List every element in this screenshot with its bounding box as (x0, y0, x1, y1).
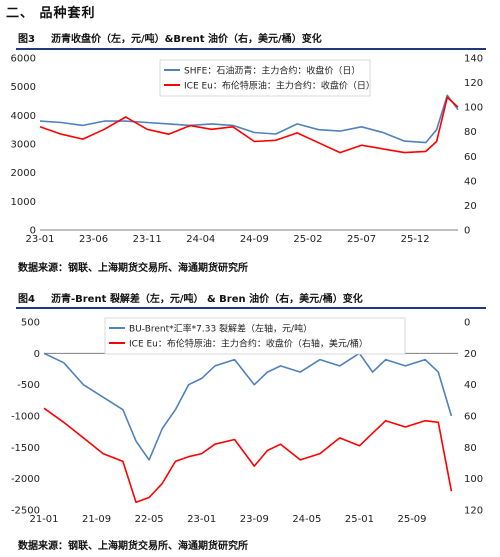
x-tick-label: 23-01 (25, 234, 54, 245)
y-left-tick-label: -2500 (11, 506, 40, 517)
y-right-tick-label: 60 (464, 152, 477, 163)
y-right-tick-label: 80 (464, 443, 477, 454)
x-tick-label: 23-06 (79, 234, 108, 245)
y-left-tick-label: 5000 (11, 82, 36, 93)
y-right-tick-label: 20 (464, 201, 477, 212)
x-tick-label: 25-07 (347, 234, 376, 245)
y-right-tick-label: 80 (464, 127, 477, 138)
y-left-tick-label: 500 (21, 318, 40, 329)
legend-box (104, 317, 406, 355)
y-left-tick-label: 3000 (11, 140, 36, 151)
x-tick-label: 24-04 (186, 234, 215, 245)
section-title: 二、 品种套利 (6, 6, 96, 21)
y-right-tick-label: 0 (464, 318, 470, 329)
x-tick-label: 21-01 (29, 514, 58, 525)
y-right-tick-label: 120 (464, 506, 483, 517)
figure-4-rule (16, 307, 486, 309)
y-right-tick-label: 140 (464, 54, 483, 65)
y-left-tick-label: 0 (34, 349, 40, 360)
figure-3-rule (16, 48, 486, 50)
y-right-tick-label: 0 (464, 226, 470, 237)
figure-3-title: 图3 沥青收盘价（左，元/吨）&Brent 油价（右，美元/桶）变化 (18, 30, 322, 45)
y-right-tick-label: 40 (464, 380, 477, 391)
series-line-secondary (43, 407, 453, 503)
x-tick-label: 25-12 (401, 234, 430, 245)
series-line-primary (43, 352, 453, 461)
x-tick-label: 23-09 (240, 514, 269, 525)
y-left-tick-label: -500 (17, 380, 40, 391)
x-tick-label: 25-09 (397, 514, 426, 525)
y-left-tick-label: 6000 (11, 54, 36, 65)
x-tick-label: 21-09 (82, 514, 111, 525)
y-right-tick-label: 100 (464, 474, 483, 485)
y-right-tick-label: 120 (464, 78, 483, 89)
x-tick-label: 25-02 (293, 234, 322, 245)
figure-3-number: 图3 (18, 34, 35, 45)
legend-label: ICE Eu：布伦特原油：主力合约：收盘价（日） (184, 80, 375, 92)
figure-3-chart: 0 1000 2000 3000 4000 5000 6000 0 20 40 60 80 100 120… (11, 54, 484, 246)
y-left-tick-label: -2000 (11, 474, 40, 485)
y-left-tick-label: 4000 (11, 111, 36, 122)
legend-label: SHFE：石油沥青：主力合约：收盘价（日） (184, 65, 360, 77)
figure-3-source: 数据来源：钢联、上海期货交易所、海通期货研究所 (18, 263, 248, 274)
legend-label: BU-Brent*汇率*7.33 裂解差（左轴，元/吨） (129, 323, 312, 335)
legend-label: ICE Eu：布伦特原油：主力合约：收盘价（右轴，美元/桶） (129, 338, 368, 350)
x-tick-label: 23-11 (133, 234, 162, 245)
x-tick-label: 24-09 (240, 234, 269, 245)
figure-3-caption: 沥青收盘价（左，元/吨）&Brent 油价（右，美元/桶）变化 (50, 34, 322, 45)
figure-4-chart: 500 0 -500 -1000 -1500 -2000 -2500 0 20 40 60 80 100… (11, 317, 483, 526)
x-tick-label: 24-05 (292, 514, 321, 525)
y-left-tick-label: 2000 (11, 168, 36, 179)
y-right-tick-label: 20 (464, 349, 477, 360)
legend-box (159, 59, 371, 97)
y-right-tick-label: 100 (464, 103, 483, 114)
x-tick-label: 22-05 (135, 514, 164, 525)
x-tick-label: 25-01 (345, 514, 374, 525)
series-line-secondary (39, 96, 459, 154)
series-line-primary (39, 94, 459, 144)
figure-4-caption: 沥青-Brent 裂解差（左，元/吨） & Bren 油价（右，美元/桶）变化 (50, 294, 363, 305)
figure-4-source: 数据来源：钢联、上海期货交易所、海通期货研究所 (18, 541, 248, 552)
y-right-tick-label: 60 (464, 412, 477, 423)
y-left-tick-label: 0 (30, 226, 36, 237)
y-left-tick-label: 1000 (11, 197, 36, 208)
figure-4-title: 图4 沥青-Brent 裂解差（左，元/吨） & Bren 油价（右，美元/桶）变… (18, 290, 363, 305)
y-left-tick-label: -1500 (11, 443, 40, 454)
x-tick-label: 23-01 (187, 514, 216, 525)
y-right-tick-label: 40 (464, 176, 477, 187)
y-left-tick-label: -1000 (11, 412, 40, 423)
figure-4-number: 图4 (18, 294, 35, 305)
